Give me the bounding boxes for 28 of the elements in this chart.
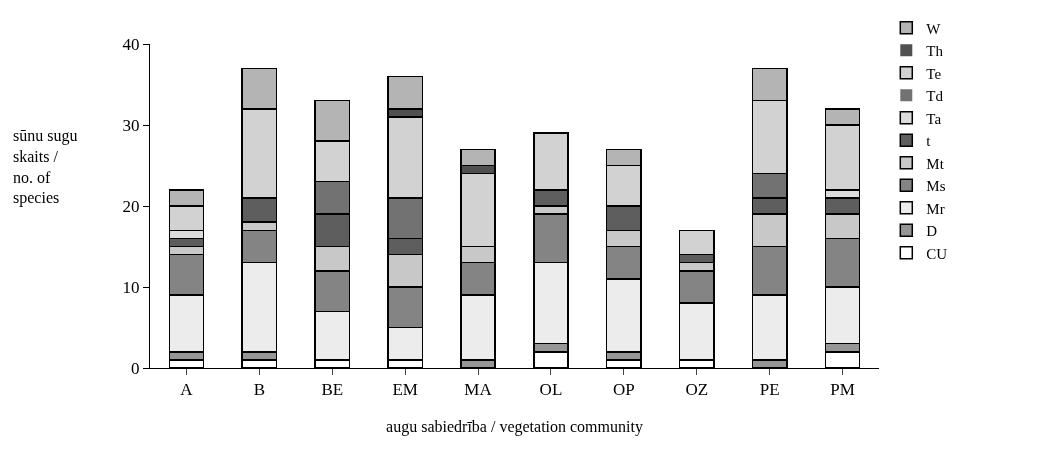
x-axis-title: augu sabiedrība / vegetation community: [386, 418, 643, 437]
legend-label: W: [926, 20, 942, 37]
legend-label: t: [926, 133, 932, 150]
y-tick-label: 30: [122, 115, 140, 135]
y-tick-label: 20: [122, 196, 140, 216]
legend-label: Th: [926, 43, 944, 60]
legend-label: Td: [926, 88, 944, 105]
x-tick-label: EM: [392, 380, 418, 400]
legend-label: CU: [926, 245, 948, 262]
y-axis-title: sūnu sugu skaits / no. of species: [13, 127, 78, 208]
x-tick-label: OZ: [685, 380, 709, 400]
x-tick-label: MA: [464, 380, 493, 400]
legend-label: Ms: [926, 178, 946, 195]
legend-label: Mr: [926, 200, 945, 217]
y-tick-label: 10: [122, 277, 140, 297]
legend-label: Ta: [926, 110, 942, 127]
x-tick-label: OP: [612, 380, 635, 400]
legend-label: Mt: [926, 155, 945, 172]
legend-label: D: [926, 223, 938, 240]
y-tick-label: 0: [131, 358, 140, 378]
legend-label: Te: [926, 65, 942, 82]
x-tick-label: B: [253, 380, 266, 400]
x-tick-label: OL: [539, 380, 563, 400]
x-tick-label: A: [180, 380, 194, 400]
x-tick-label: PE: [759, 380, 780, 400]
x-tick-label: BE: [321, 380, 344, 400]
x-tick-label: PM: [830, 380, 855, 400]
y-tick-label: 40: [122, 34, 140, 54]
